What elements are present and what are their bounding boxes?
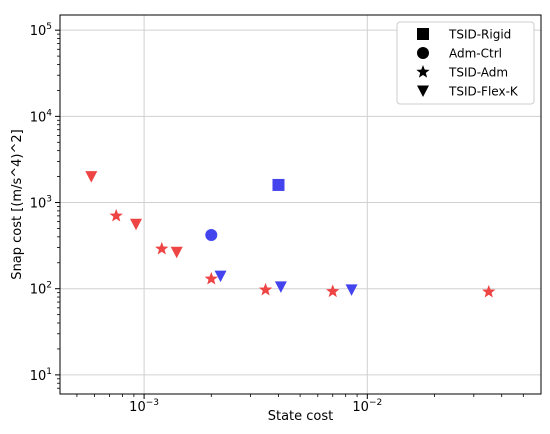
data-point-tsid-flex-k xyxy=(85,171,98,183)
legend-marker-square xyxy=(417,28,429,40)
legend-label: TSID-Adm xyxy=(448,66,508,80)
legend-box xyxy=(396,21,535,105)
data-point-tsid-adm xyxy=(326,284,340,298)
legend: TSID-Rigid Adm-Ctrl TSID-Adm TSID-Flex-K xyxy=(396,21,535,105)
y-tick-label: 103 xyxy=(30,195,52,212)
y-tick-label: 104 xyxy=(30,108,53,125)
data-markers xyxy=(85,171,496,298)
legend-marker-star xyxy=(416,65,430,78)
data-point-tsid-flex-k xyxy=(214,270,227,283)
data-point-adm-ctrl xyxy=(205,228,218,241)
y-tick-label: 101 xyxy=(30,367,52,384)
data-point-tsid-flex-k xyxy=(130,218,143,231)
axis-ticks: 10−3 10−2 101 102 103 104 105 xyxy=(30,22,524,415)
data-point-tsid-flex-k xyxy=(170,246,183,259)
y-axis-label: Snap cost [(m/s^4)^2] xyxy=(10,129,25,279)
legend-marker-circle xyxy=(417,47,429,59)
y-tick-label: 102 xyxy=(30,281,52,298)
x-tick-label: 10−3 xyxy=(129,398,159,415)
data-point-tsid-adm xyxy=(258,282,273,296)
data-point-tsid-rigid xyxy=(272,178,285,191)
legend-label: TSID-Flex-K xyxy=(448,85,519,99)
y-tick-label: 105 xyxy=(30,22,52,39)
data-point-tsid-flex-k xyxy=(274,281,287,293)
data-point-tsid-adm xyxy=(482,284,496,298)
legend-label: Adm-Ctrl xyxy=(449,47,502,61)
grid-lines xyxy=(60,15,541,394)
legend-marker-triangle-down xyxy=(417,85,429,97)
data-point-tsid-adm xyxy=(155,241,169,255)
data-point-tsid-adm xyxy=(204,271,218,285)
data-point-tsid-adm xyxy=(109,208,123,222)
legend-label: TSID-Rigid xyxy=(448,28,511,42)
data-point-tsid-flex-k xyxy=(345,284,358,296)
x-axis-label: State cost xyxy=(268,409,334,424)
x-tick-label: 10−2 xyxy=(352,398,382,415)
